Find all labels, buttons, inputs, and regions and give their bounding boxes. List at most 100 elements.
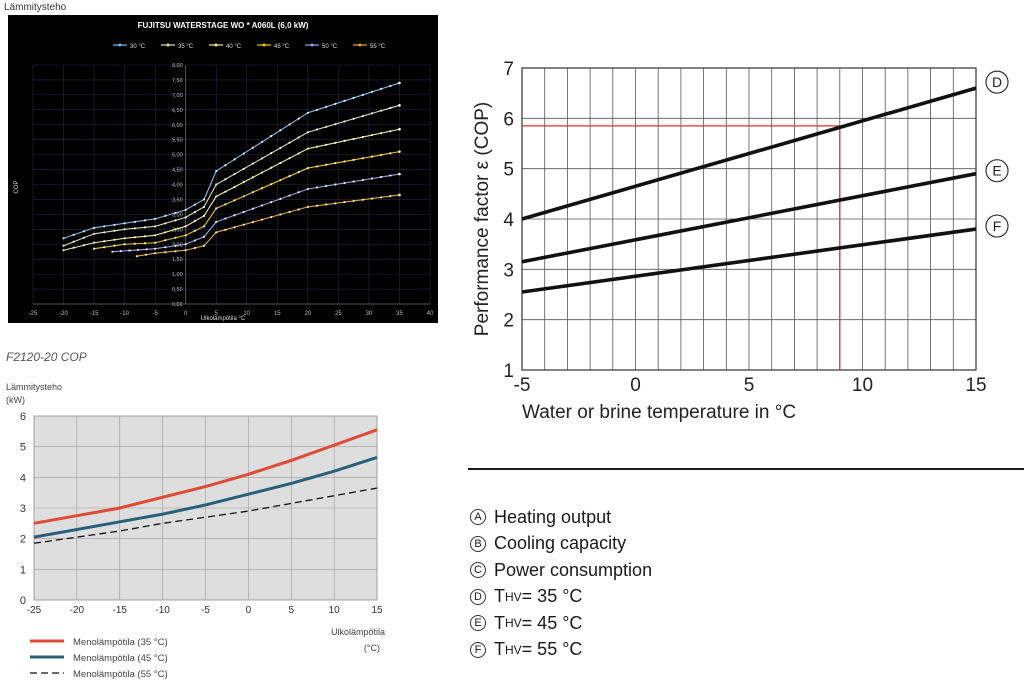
series-point-1 [233,172,236,176]
series-point-4 [306,187,309,191]
series-point-2 [389,130,392,133]
series-point-2 [334,141,337,144]
series-point-5 [215,231,218,234]
series-point-2 [133,236,136,239]
y-tick-label-2: 1,00 [172,272,183,278]
legend-text: T [494,586,505,607]
series-point-0 [233,158,236,161]
legend-text: T [494,612,505,633]
series-point-1 [398,104,401,107]
series-point-2 [398,127,401,131]
series-point-4 [334,183,337,186]
series-point-4 [325,184,328,188]
series-point-5 [389,195,392,198]
series-point-1 [103,231,106,234]
legend-label-5: 55 °C [370,44,386,50]
series-point-2 [352,137,355,141]
series-point-0 [361,93,364,96]
x-tick-label-6: 5 [288,605,294,616]
x-tick-label-3: 10 [852,375,873,396]
x-tick-label-12: 35 [396,311,403,317]
series-point-0 [82,230,85,233]
series-point-1 [251,162,254,165]
legend-subscript: HV [505,589,522,604]
series-point-5 [315,204,319,207]
legend-label-3: 45 °C [274,44,290,50]
legend-row-b: B Cooling capacity [470,531,830,558]
series-point-3 [184,234,187,237]
series-point-4 [111,250,114,253]
x-tick-label-3: -10 [120,311,129,317]
series-point-1 [62,244,65,247]
series-point-4 [174,244,177,247]
series-point-4 [184,243,187,246]
series-point-2 [103,240,106,243]
series-point-4 [361,178,364,182]
series-point-4 [202,235,206,238]
series-point-3 [242,195,245,198]
series-point-4 [119,250,123,253]
series-line-0 [521,86,977,221]
y-tick-label-6: 7 [503,59,514,80]
series-point-5 [370,197,374,200]
series-point-4 [154,247,157,250]
y-tick-label-13: 6,50 [172,108,183,114]
series-point-1 [270,152,273,155]
performance-factor-svg: 1 2 3 4 5 6 7 -5 0 5 10 15 Water or brine temperatur… [472,59,1009,423]
series-point-2 [164,231,167,234]
series-line-2 [63,128,400,251]
chart2-ylabel-line2: (kW) [6,395,25,405]
series-label-1: E [992,163,1001,179]
series-point-4 [279,197,282,200]
series-point-0 [133,220,136,223]
series-point-4 [343,181,346,185]
x-tick-label-2: -15 [90,311,99,317]
series-point-0 [62,237,65,240]
x-tick-label-13: 40 [427,311,434,317]
series-point-5 [242,223,245,226]
series-point-1 [113,229,116,232]
y-tick-label-3: 1,50 [172,257,183,263]
legend-label-2: Menolämpötila (55 °C) [73,669,168,680]
series-point-2 [143,235,147,238]
legend-text: Cooling capacity [494,533,627,554]
series-point-5 [352,199,355,203]
series-point-3 [143,242,147,245]
series-point-4 [297,191,300,194]
series-point-2 [123,237,126,240]
series-point-1 [202,205,206,209]
series-point-5 [380,196,383,199]
y-tick-label-16: 8,00 [172,63,183,69]
series-point-5 [154,252,157,255]
legend-label-1: 35 °C [178,44,194,50]
series-point-1 [154,225,157,228]
series-point-0 [297,117,300,120]
legend-marker-1 [166,43,170,47]
series-point-3 [224,203,227,206]
y-tick-label-5: 5 [20,442,26,454]
y-tick-label-10: 5,00 [172,153,183,159]
series-point-0 [92,226,96,229]
series-point-1 [224,178,227,181]
legend-label-4: 50 °C [322,44,338,50]
series-point-5 [202,244,206,247]
series-point-4 [215,220,218,223]
legend-row-e: E T HV = 45 °C [470,610,830,637]
series-point-2 [72,246,75,249]
series-point-5 [164,251,167,254]
legend-value: = 35 °C [521,586,583,607]
series-point-4 [224,217,227,220]
series-point-0 [113,223,116,226]
y-tick-label-6: 6 [20,411,26,423]
series-point-0 [352,96,355,99]
series-point-2 [288,157,291,160]
series-point-5 [325,203,328,206]
series-point-0 [343,99,346,102]
series-point-1 [260,157,264,160]
series-label-circle-0 [985,70,1009,94]
series-point-4 [242,210,245,214]
y-tick-label-11: 5,50 [172,138,183,144]
series-point-2 [306,147,309,150]
series-point-2 [92,241,96,244]
legend-label-0: 30 °C [130,44,146,50]
